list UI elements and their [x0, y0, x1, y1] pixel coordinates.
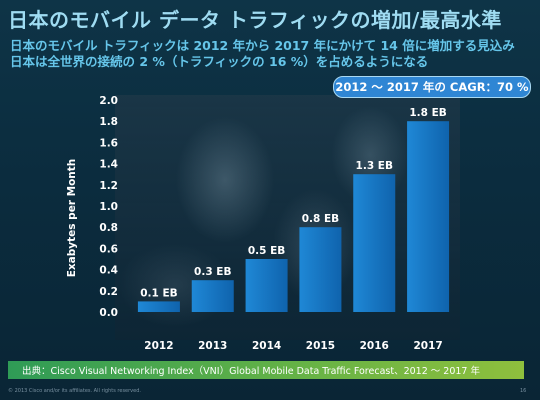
y-axis-label: Exabytes per Month	[66, 159, 78, 278]
y-tick-label: 1.6	[99, 137, 118, 149]
x-tick-label: 2012	[144, 340, 173, 352]
slide-title: 日本のモバイル データ トラフィックの増加/最高水準	[8, 8, 502, 32]
data-label: 0.1 EB	[140, 287, 177, 299]
y-tick-label: 0.2	[99, 286, 118, 298]
y-tick-label: 0.8	[99, 222, 118, 234]
y-tick-label: 1.0	[99, 201, 118, 213]
bar-2017	[407, 121, 450, 312]
y-tick-label: 0.6	[99, 243, 118, 255]
data-label: 0.3 EB	[194, 266, 231, 278]
copyright-text: © 2013 Cisco and/or its affiliates. All …	[8, 388, 141, 394]
x-tick-label: 2014	[252, 340, 281, 352]
source-bar: 出典：Cisco Visual Networking Index（VNI）Glo…	[8, 361, 524, 379]
y-tick-label: 0.0	[99, 307, 118, 319]
bar-2013	[191, 280, 234, 312]
y-tick-label: 1.8	[99, 116, 118, 128]
data-label: 1.3 EB	[356, 160, 393, 172]
y-tick-label: 1.2	[99, 180, 118, 192]
x-tick-label: 2015	[306, 340, 335, 352]
y-tick-label: 0.4	[99, 265, 118, 277]
page-number: 16	[520, 388, 527, 394]
bar-2015	[299, 227, 342, 312]
data-label: 0.8 EB	[302, 213, 339, 225]
bar-2016	[353, 174, 396, 312]
bar-2012	[137, 301, 180, 312]
subtitle-line-2: 日本は全世界の接続の 2 %（トラフィックの 16 %）を占めるようになる	[10, 54, 429, 69]
data-label: 1.8 EB	[409, 107, 446, 119]
subtitle-line-1: 日本のモバイル トラフィックは 2012 年から 2017 年にかけて 14 倍…	[10, 38, 515, 53]
data-label: 0.5 EB	[248, 245, 285, 257]
cagr-badge: 2012 〜 2017 年の CAGR：70 %	[333, 76, 531, 98]
y-tick-label: 1.4	[99, 159, 118, 171]
x-tick-label: 2017	[413, 340, 442, 352]
x-tick-label: 2016	[360, 340, 389, 352]
y-tick-label: 2.0	[99, 95, 118, 107]
x-tick-label: 2013	[198, 340, 227, 352]
source-text: 出典：Cisco Visual Networking Index（VNI）Glo…	[22, 366, 480, 377]
bar-2014	[245, 259, 288, 312]
